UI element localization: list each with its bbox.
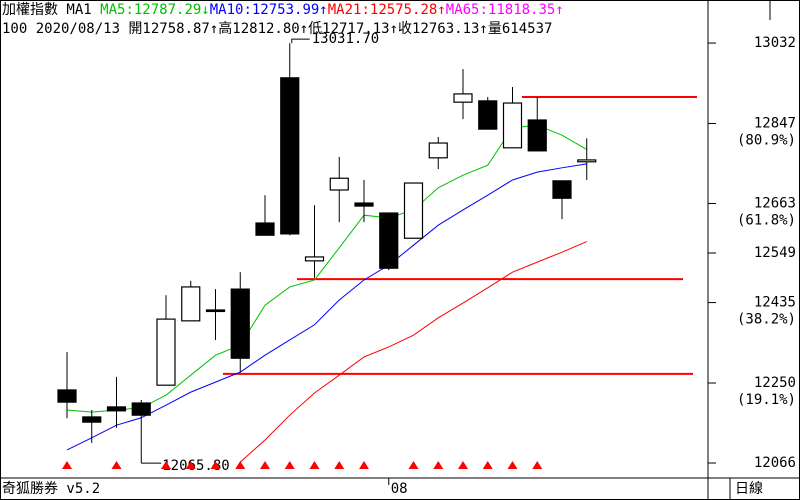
- ratio-label: (19.1%): [737, 392, 796, 408]
- signal-marker: [334, 461, 345, 469]
- y-tick-label: 13032: [754, 35, 796, 51]
- header-item: MA5:12787.29↓: [100, 2, 210, 18]
- signal-marker: [359, 461, 369, 469]
- y-tick-label: 12435: [754, 295, 796, 311]
- signal-marker: [235, 461, 246, 469]
- header-item: MA10:12753.99↑: [210, 2, 328, 18]
- ma-line: [66, 124, 587, 413]
- signal-marker: [482, 461, 493, 469]
- low-label: 12065.80: [162, 458, 229, 474]
- x-tick-label: 08: [391, 481, 408, 497]
- candle-body: [354, 202, 374, 207]
- candle-body: [156, 318, 176, 386]
- y-tick-label: 12066: [754, 455, 796, 471]
- header-item: MA65:11818.35↑: [446, 2, 564, 18]
- candle-body: [552, 180, 572, 199]
- signal-marker: [284, 461, 295, 469]
- candle-body: [255, 222, 275, 236]
- period-label: 日線: [735, 481, 763, 497]
- candle-body: [379, 212, 399, 269]
- software-label: 奇狐勝券 v5.2: [2, 480, 100, 497]
- ma-line: [66, 163, 587, 451]
- y-tick-label: 12549: [754, 245, 796, 261]
- candle-body: [428, 142, 448, 159]
- signal-marker: [62, 461, 72, 469]
- info-line: 100 2020/08/13 開12758.87↑高12812.80↑低1271…: [2, 20, 552, 37]
- candle-body: [527, 119, 547, 152]
- signal-marker: [408, 461, 419, 469]
- signal-marker: [161, 461, 171, 469]
- high-label: 13031.70: [312, 31, 379, 47]
- signal-marker: [433, 461, 444, 469]
- signal-marker: [458, 461, 468, 469]
- ratio-label: (80.9%): [737, 132, 796, 148]
- candle-body: [181, 286, 201, 322]
- candle-body: [304, 256, 325, 262]
- candle-body: [106, 406, 127, 412]
- signal-marker: [111, 461, 122, 469]
- candle-body: [453, 93, 473, 103]
- leader-line: [291, 38, 310, 44]
- ratio-label: (61.8%): [737, 212, 796, 228]
- y-tick-label: 12847: [754, 115, 796, 131]
- candle-body: [205, 309, 226, 313]
- ma-line: [239, 241, 587, 463]
- candle-body: [502, 102, 523, 149]
- y-tick-label: 12663: [754, 195, 796, 211]
- header: 加權指數 MA1 MA5:12787.29↓MA10:12753.99↑MA21…: [2, 2, 564, 18]
- candle-body: [577, 159, 597, 163]
- header-item: MA21:12575.28↑: [328, 2, 446, 18]
- candle-body: [230, 288, 250, 359]
- signal-marker: [210, 461, 221, 469]
- candle-body: [82, 416, 102, 423]
- candle-body: [131, 402, 151, 416]
- y-tick-label: 12250: [754, 375, 796, 391]
- signal-marker: [309, 461, 320, 469]
- candle-body: [403, 182, 424, 239]
- signal-marker: [260, 461, 270, 469]
- signal-marker: [507, 461, 518, 469]
- signal-marker: [185, 461, 196, 469]
- candle-body: [329, 177, 349, 191]
- signal-marker: [532, 461, 543, 469]
- ratio-label: (38.2%): [737, 312, 796, 328]
- candle-body: [280, 77, 300, 235]
- header-item: 加權指數 MA1: [2, 2, 100, 18]
- candle-body: [57, 389, 77, 403]
- candle-body: [478, 100, 498, 130]
